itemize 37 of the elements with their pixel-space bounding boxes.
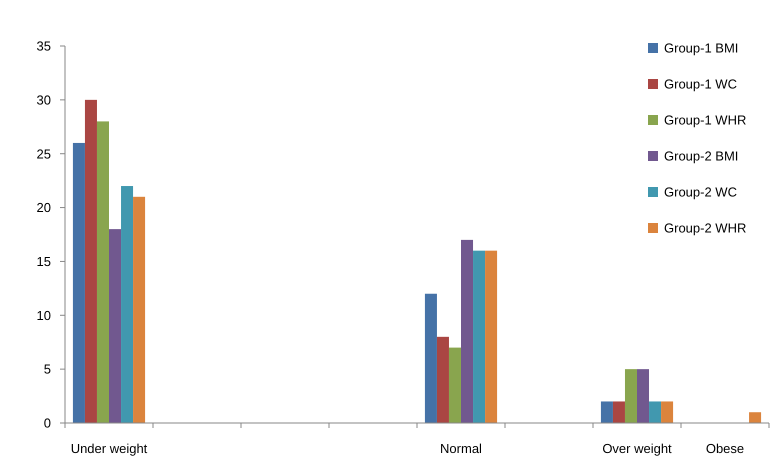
bar bbox=[637, 369, 650, 423]
bar bbox=[84, 100, 97, 423]
bar bbox=[72, 142, 85, 423]
y-tick-label: 0 bbox=[44, 416, 51, 431]
bar bbox=[436, 336, 449, 423]
y-tick-label: 35 bbox=[36, 38, 51, 54]
bar bbox=[473, 250, 486, 423]
x-tick-label: Normal bbox=[440, 441, 482, 456]
bar bbox=[612, 401, 625, 423]
bar bbox=[624, 369, 637, 423]
y-tick-label: 10 bbox=[36, 308, 51, 323]
y-tick-label: 25 bbox=[36, 146, 51, 162]
bar bbox=[448, 348, 461, 423]
y-tick-label: 30 bbox=[36, 92, 51, 108]
bar bbox=[749, 412, 762, 423]
bar bbox=[424, 294, 437, 423]
legend-label: Group-2 BMI bbox=[664, 148, 738, 164]
bar bbox=[485, 250, 498, 423]
y-tick-label: 20 bbox=[36, 200, 51, 216]
bar bbox=[109, 229, 122, 423]
legend-label: Group-2 WC bbox=[664, 184, 737, 200]
legend-label: Group-1 BMI bbox=[664, 40, 738, 56]
x-tick-label: Over weight bbox=[602, 441, 672, 456]
legend-label: Group-1 WHR bbox=[664, 112, 746, 128]
bar bbox=[461, 240, 474, 423]
x-tick-label: Obese bbox=[706, 441, 744, 456]
bar bbox=[121, 186, 134, 423]
legend-label: Group-2 WHR bbox=[664, 220, 746, 236]
y-tick-label: 5 bbox=[44, 362, 51, 377]
bar bbox=[133, 196, 146, 423]
bar bbox=[649, 401, 662, 423]
y-tick-label: 15 bbox=[36, 254, 51, 269]
bar bbox=[600, 401, 613, 423]
x-tick-label: Under weight bbox=[70, 441, 148, 456]
bar bbox=[96, 121, 109, 423]
legend-label: Group-1 WC bbox=[664, 76, 737, 92]
bar bbox=[661, 401, 674, 423]
